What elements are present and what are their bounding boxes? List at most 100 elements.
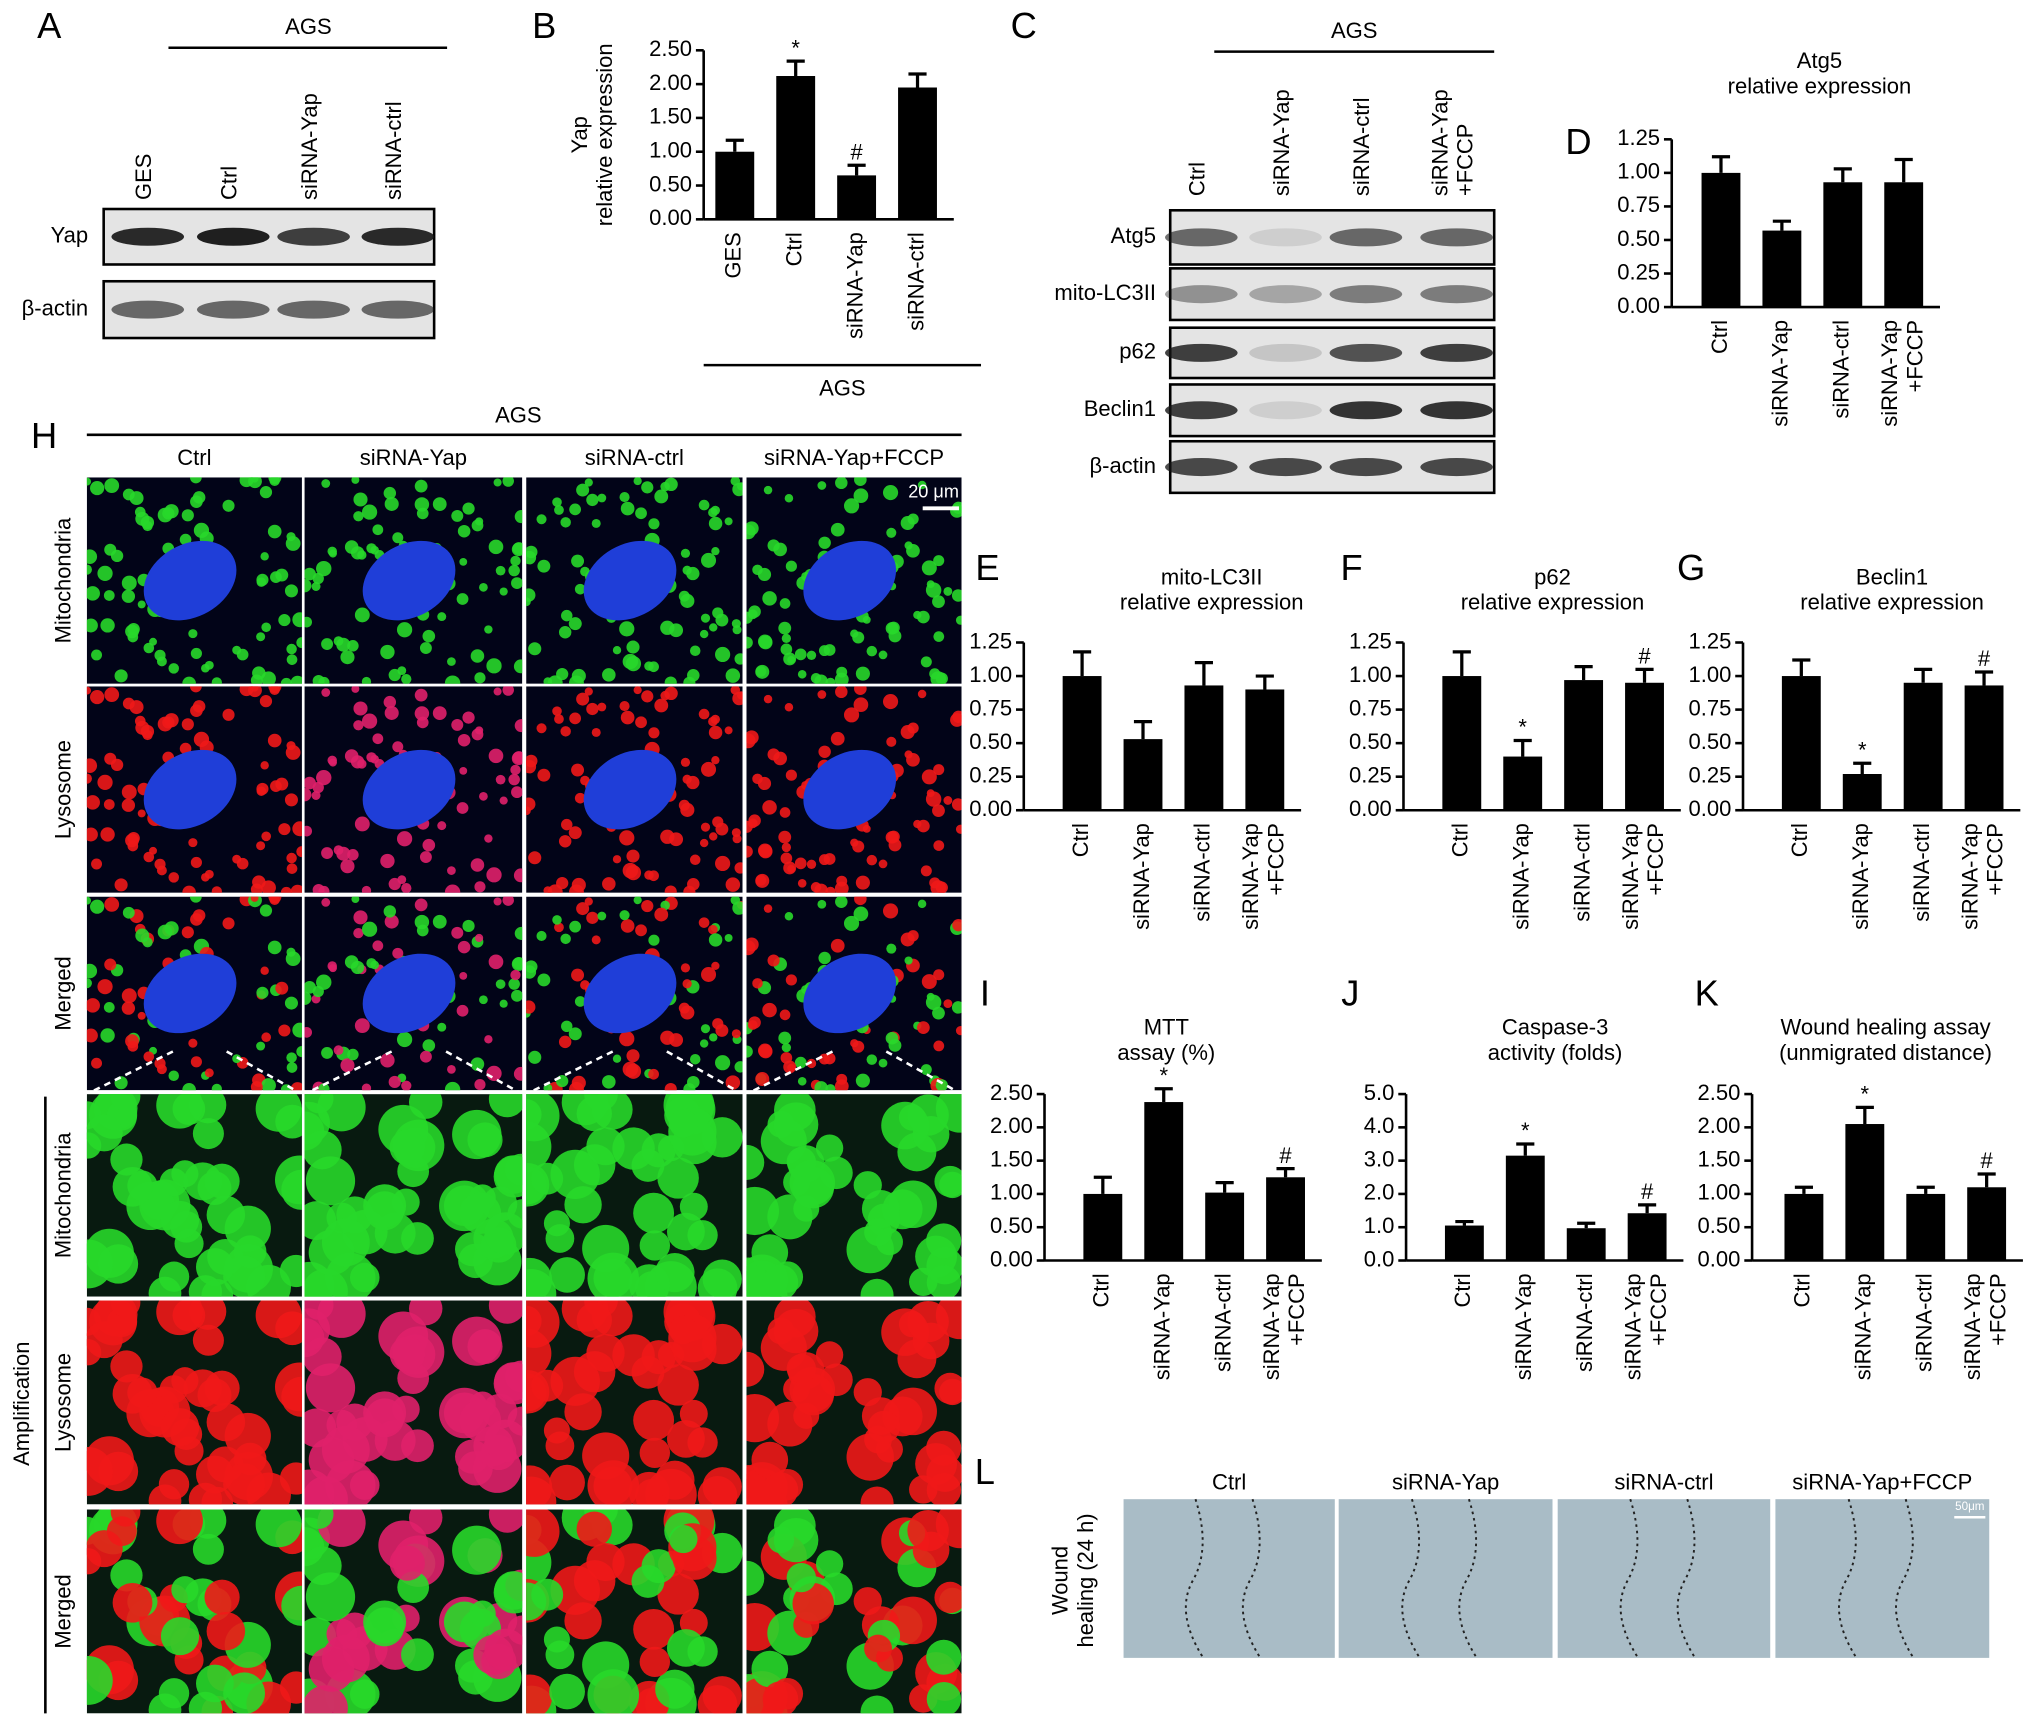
- organelle: [526, 550, 537, 565]
- organelle: [571, 968, 585, 982]
- significance-mark: #: [1981, 1148, 1994, 1173]
- organelle: [459, 971, 468, 980]
- organelle: [499, 999, 508, 1008]
- organelle: [552, 915, 562, 925]
- x-tick-label: siRNA-Yap+FCCP: [1960, 1273, 2010, 1380]
- organelle: [512, 956, 523, 970]
- organelle: [701, 552, 717, 568]
- organelle: [708, 924, 718, 935]
- organelle: [925, 994, 942, 1011]
- lane-label: siRNA-Yap: [297, 93, 322, 200]
- organelle: [781, 633, 792, 644]
- organelle: [488, 1094, 523, 1118]
- organelle: [284, 793, 298, 807]
- organelle: [419, 642, 432, 654]
- organelle: [556, 1074, 569, 1088]
- organelle: [484, 1419, 523, 1463]
- organelle: [361, 676, 372, 684]
- y-tick-label: 0.00: [969, 796, 1012, 821]
- y-tick-label: 1.25: [1617, 125, 1660, 150]
- micrograph: [86, 477, 302, 684]
- organelle: [926, 1639, 962, 1675]
- organelle: [103, 590, 115, 601]
- y-tick-label: 1.50: [990, 1146, 1033, 1171]
- organelle: [536, 514, 547, 525]
- organelle: [401, 1080, 412, 1091]
- organelle: [568, 617, 582, 631]
- organelle: [746, 521, 759, 536]
- amplification-label: Amplification: [9, 1342, 34, 1466]
- organelle: [780, 1052, 793, 1064]
- significance-mark: #: [1638, 644, 1651, 669]
- y-tick-label: 0.00: [1698, 1246, 1741, 1271]
- organelle: [353, 492, 368, 507]
- organelle: [250, 674, 263, 684]
- organelle: [188, 1482, 223, 1505]
- y-tick-label: 2.00: [649, 70, 692, 95]
- organelle: [514, 510, 523, 524]
- organelle: [537, 973, 551, 987]
- micrograph: [86, 1094, 302, 1297]
- organelle: [340, 859, 355, 874]
- organelle: [104, 897, 120, 912]
- organelle: [591, 727, 601, 737]
- organelle: [746, 730, 759, 745]
- y-tick-label: 1.00: [990, 1180, 1033, 1205]
- organelle: [712, 816, 724, 828]
- organelle: [182, 885, 196, 893]
- panel-letter: J: [1341, 973, 1359, 1014]
- organelle: [526, 588, 536, 602]
- x-tick-label: siRNA-Yap+FCCP: [1259, 1273, 1309, 1380]
- organelle: [648, 1068, 659, 1080]
- organelle: [416, 507, 429, 520]
- organelle: [669, 832, 684, 847]
- organelle: [666, 1629, 705, 1667]
- organelle: [110, 1300, 141, 1318]
- organelle: [655, 1253, 695, 1293]
- organelle: [459, 557, 468, 566]
- organelle: [361, 1083, 372, 1091]
- y-tick-label: 1.0: [1364, 1213, 1395, 1238]
- organelle: [725, 877, 741, 892]
- organelle: [682, 565, 692, 575]
- micrograph: [746, 686, 962, 893]
- organelle: [907, 1094, 949, 1136]
- organelle: [86, 998, 100, 1013]
- organelle: [889, 1180, 937, 1229]
- organelle: [806, 1058, 817, 1069]
- organelle: [907, 722, 919, 734]
- organelle: [689, 854, 701, 866]
- organelle: [344, 955, 359, 969]
- organelle: [456, 802, 469, 814]
- organelle: [934, 1581, 962, 1614]
- organelle: [114, 669, 128, 683]
- x-tick-label: siRNA-Yap+FCCP: [1877, 320, 1927, 427]
- organelle: [204, 660, 214, 670]
- significance-mark: #: [850, 139, 863, 164]
- organelle: [660, 690, 670, 701]
- organelle: [269, 686, 280, 695]
- organelle: [785, 769, 797, 781]
- organelle: [86, 477, 92, 486]
- organelle: [344, 540, 359, 554]
- micrograph: [746, 1094, 962, 1297]
- organelle: [401, 882, 412, 893]
- organelle: [304, 825, 313, 837]
- organelle: [125, 833, 139, 848]
- organelle: [757, 1043, 773, 1058]
- organelle: [591, 935, 601, 945]
- x-tick-label: siRNA-Yap: [1508, 823, 1533, 930]
- organelle: [619, 701, 630, 712]
- organelle: [137, 809, 146, 818]
- organelle: [558, 626, 572, 639]
- organelle: [669, 623, 684, 638]
- organelle: [190, 704, 203, 717]
- bar: [1442, 676, 1482, 811]
- organelle: [528, 642, 542, 656]
- nucleus: [143, 953, 237, 1034]
- organelle: [814, 1081, 828, 1091]
- organelle: [384, 705, 399, 720]
- x-tick-label: GES: [721, 232, 746, 278]
- organelle: [554, 714, 564, 724]
- blot-band: [1249, 343, 1322, 362]
